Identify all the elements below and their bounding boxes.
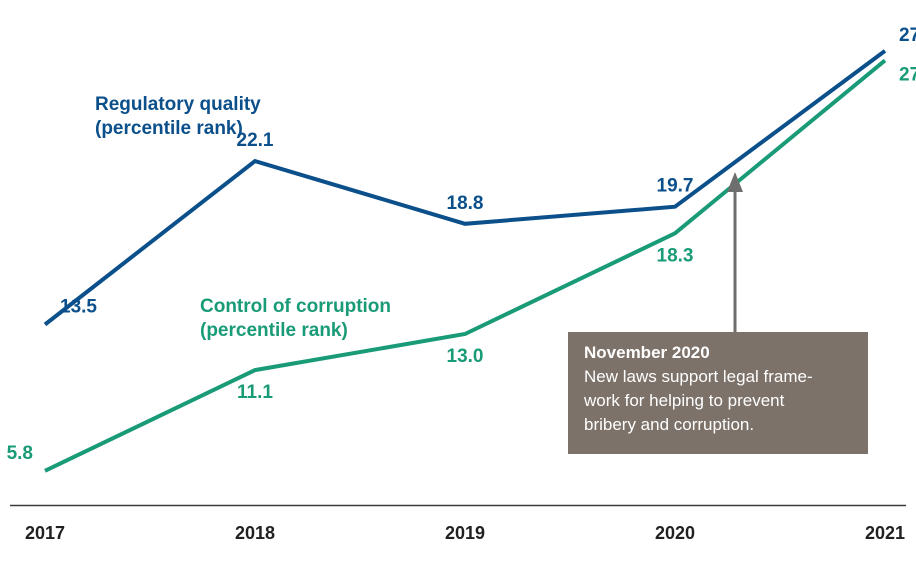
- value-label-regulatory_quality: 27.9: [899, 25, 916, 46]
- annotation-body-line: bribery and corruption.: [584, 415, 754, 434]
- x-axis-label: 2021: [865, 523, 905, 543]
- value-label-control_corruption: 27.4: [899, 64, 916, 85]
- value-label-regulatory_quality: 13.5: [60, 297, 97, 318]
- chart-container: November 2020 New laws support legal fram…: [0, 0, 916, 572]
- value-label-regulatory_quality: 18.8: [447, 193, 484, 214]
- value-label-control_corruption: 11.1: [237, 382, 273, 403]
- annotation-body-line: work for helping to prevent: [583, 391, 785, 410]
- value-label-control_corruption: 5.8: [7, 443, 33, 464]
- chart-background: [0, 0, 916, 572]
- chart-svg: November 2020 New laws support legal fram…: [0, 0, 916, 572]
- annotation-body-line: New laws support legal frame-: [584, 367, 813, 386]
- value-label-control_corruption: 13.0: [447, 346, 484, 367]
- series-legend-regulatory_quality: (percentile rank): [95, 118, 243, 139]
- x-axis-label: 2018: [235, 523, 275, 543]
- value-label-regulatory_quality: 19.7: [657, 176, 694, 197]
- series-legend-control_corruption: (percentile rank): [200, 320, 348, 341]
- series-legend-regulatory_quality: Regulatory quality: [95, 94, 261, 115]
- x-axis-label: 2017: [25, 523, 65, 543]
- annotation-title: November 2020: [584, 343, 710, 362]
- value-label-control_corruption: 18.3: [657, 245, 694, 266]
- x-axis-label: 2020: [655, 523, 695, 543]
- x-axis-label: 2019: [445, 523, 485, 543]
- series-legend-control_corruption: Control of corruption: [200, 296, 391, 317]
